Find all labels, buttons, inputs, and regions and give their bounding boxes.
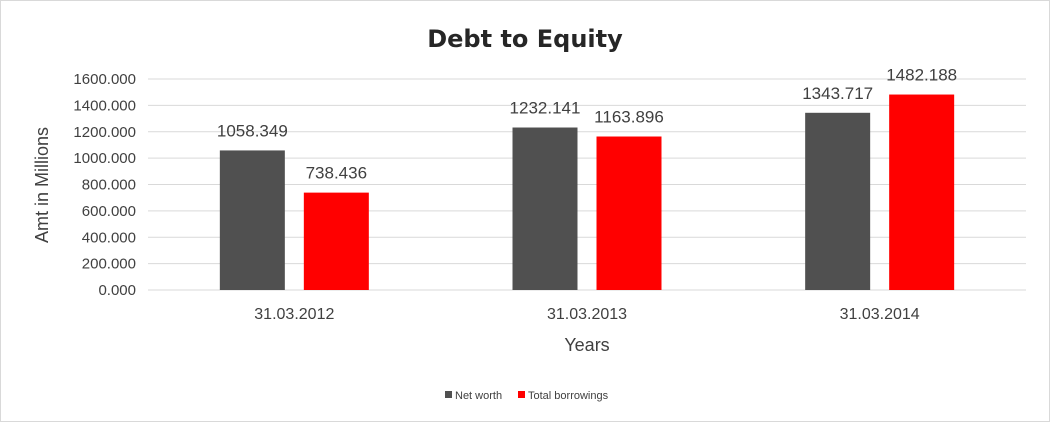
data-label: 1343.717	[802, 84, 873, 103]
data-label: 1482.188	[886, 66, 957, 85]
chart-title: Debt to Equity	[427, 25, 623, 53]
y-tick-label: 600.000	[82, 203, 136, 220]
x-category-label: 31.03.2012	[254, 306, 334, 323]
y-tick-label: 1400.000	[73, 97, 136, 114]
data-label: 1163.896	[594, 108, 664, 127]
x-axis-categories: 31.03.2012 31.03.2013 31.03.2014	[254, 306, 920, 323]
data-label: 1232.141	[510, 99, 581, 118]
bar-net-worth	[805, 112, 871, 290]
legend-swatch	[518, 391, 525, 398]
data-labels: 1058.349 738.436 1232.141 1163.896 1343.717 1…	[217, 66, 957, 183]
bar-net-worth	[512, 127, 578, 290]
bar-net-worth	[219, 150, 285, 290]
y-tick-label: 800.000	[82, 177, 136, 194]
bar-total-borrowings	[596, 136, 662, 290]
legend-label: Net worth	[455, 390, 502, 402]
data-label: 1058.349	[217, 121, 288, 140]
legend-swatch	[445, 391, 452, 398]
legend-label: Total borrowings	[528, 390, 609, 402]
y-tick-label: 1200.000	[73, 124, 136, 141]
bar-total-borrowings	[889, 94, 955, 290]
y-axis-title: Amt in Millions	[32, 127, 52, 243]
bar-total-borrowings	[303, 192, 369, 290]
y-tick-label: 400.000	[82, 229, 136, 246]
x-category-label: 31.03.2013	[547, 306, 627, 323]
x-category-label: 31.03.2014	[840, 306, 920, 323]
y-tick-label: 1600.000	[73, 71, 136, 88]
y-tick-label: 1000.000	[73, 150, 136, 167]
gridlines	[148, 78, 1026, 291]
y-axis-ticks: 0.000 200.000 400.000 600.000 800.000 1000.00…	[73, 71, 136, 299]
bars	[219, 94, 955, 290]
data-label: 738.436	[306, 164, 367, 183]
y-tick-label: 200.000	[82, 256, 136, 273]
legend: Net worth Total borrowings	[445, 390, 609, 402]
y-tick-label: 0.000	[98, 282, 136, 299]
x-axis-title: Years	[564, 335, 609, 355]
